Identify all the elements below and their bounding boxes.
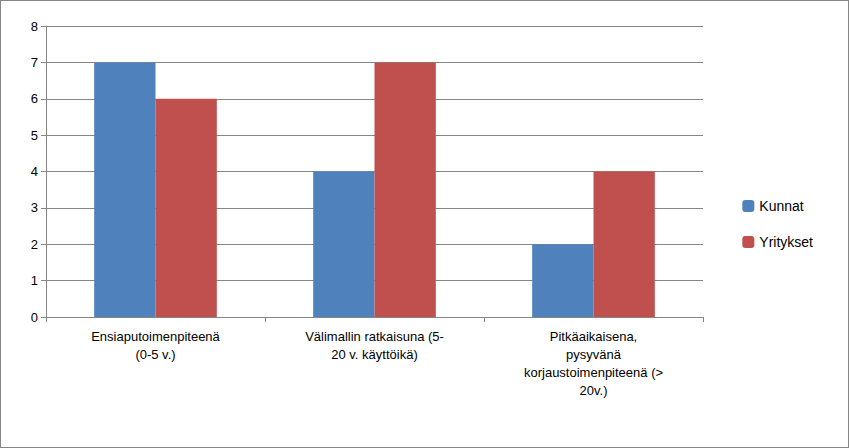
svg-text:Välimallin ratkaisuna (5-: Välimallin ratkaisuna (5- bbox=[305, 329, 444, 344]
svg-text:1: 1 bbox=[31, 273, 38, 288]
svg-text:Yritykset: Yritykset bbox=[759, 234, 813, 250]
svg-text:0: 0 bbox=[31, 310, 38, 325]
svg-text:2: 2 bbox=[31, 237, 38, 252]
svg-text:20v.): 20v.) bbox=[580, 383, 608, 398]
svg-text:7: 7 bbox=[31, 55, 38, 70]
svg-text:8: 8 bbox=[31, 19, 38, 34]
svg-text:Ensiaputoimenpiteenä: Ensiaputoimenpiteenä bbox=[91, 329, 220, 344]
svg-text:3: 3 bbox=[31, 200, 38, 215]
svg-text:6: 6 bbox=[31, 91, 38, 106]
svg-text:5: 5 bbox=[31, 128, 38, 143]
svg-text:20 v. käyttöikä): 20 v. käyttöikä) bbox=[331, 347, 417, 362]
svg-text:Kunnat: Kunnat bbox=[759, 198, 803, 214]
svg-text:Pitkäaikaisena,: Pitkäaikaisena, bbox=[550, 329, 637, 344]
svg-text:4: 4 bbox=[31, 164, 38, 179]
svg-text:(0-5 v.): (0-5 v.) bbox=[135, 347, 175, 362]
svg-text:pysyvänä: pysyvänä bbox=[566, 347, 622, 362]
svg-text:korjaustoimenpiteenä (>: korjaustoimenpiteenä (> bbox=[524, 365, 663, 380]
